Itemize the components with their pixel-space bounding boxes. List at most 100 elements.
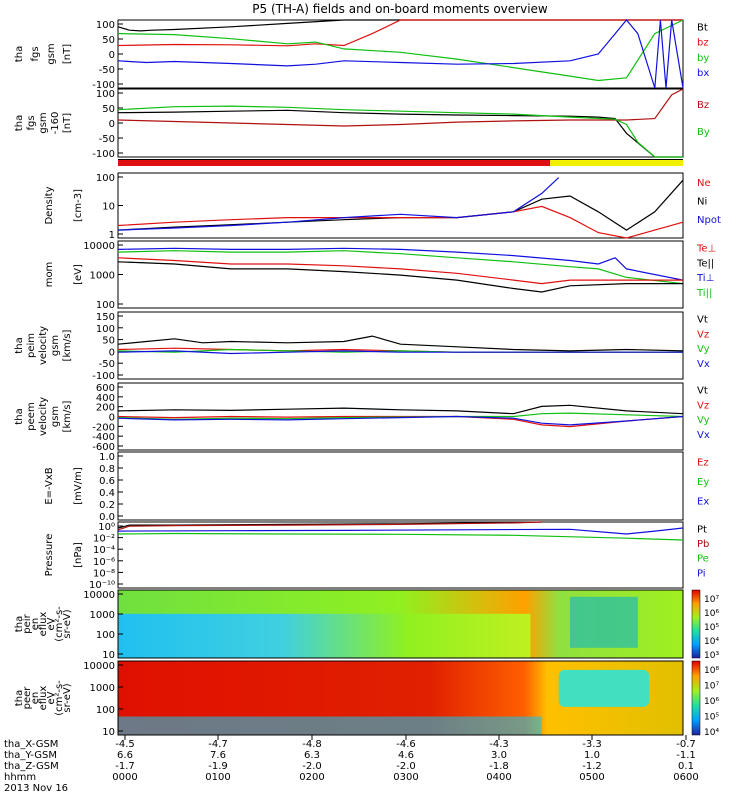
y-axis-label: [nT] (62, 44, 73, 64)
series-vx (117, 350, 683, 355)
y-tick-label: 0 (109, 50, 115, 61)
footer-value: -1.2 (582, 761, 602, 772)
legend-entry: Bz (697, 100, 709, 111)
series-npot (117, 177, 560, 231)
series-vx (117, 415, 684, 426)
series-by (117, 19, 684, 82)
y-tick-label: 10000 (83, 241, 115, 252)
y-axis-label: [nT] (62, 113, 73, 133)
footer-value: 6.6 (117, 750, 133, 761)
y-tick-label: 600 (96, 383, 115, 394)
axes-box (117, 521, 684, 589)
y-tick-label: 50 (102, 35, 115, 46)
y-tick-label: 100 (96, 300, 115, 311)
legend-entry: Ne (697, 178, 711, 189)
legend-entry: bx (697, 68, 709, 79)
series-te (117, 261, 683, 293)
y-axis-label: gsm (46, 43, 57, 64)
y-axis-label: en (30, 618, 41, 631)
footer-value: 1.0 (584, 750, 600, 761)
legend-entry: Te⊥ (696, 243, 716, 254)
footer-date: 2013 Nov 16 (4, 783, 68, 794)
y-axis-label: mom (44, 262, 55, 288)
y-tick-label: 1000 (90, 610, 115, 621)
panel-fgs_rot: 100 50 0 -50 -100 tha fgs gsm -160 [nT] Bz By (14, 88, 710, 160)
mode-bar-line (118, 159, 683, 160)
axes-box (117, 88, 684, 158)
panel-peir: 10⁷ 10⁶ 10⁵ 10⁴ 10³ 10000 1000 100 10 thapeirenef… (14, 589, 719, 661)
y-tick-label: 1000 (90, 271, 115, 282)
colorbar-label: 10⁸ (704, 666, 719, 676)
series-pi (117, 527, 684, 535)
y-tick-label: 10⁻² (93, 534, 115, 545)
axes-box (117, 311, 684, 380)
series-te (117, 257, 683, 285)
legend-entry: Te|| (696, 258, 714, 269)
colorbar-label: 10⁴ (704, 637, 719, 647)
y-tick-label: 1000 (90, 683, 115, 694)
legend-entry: Vy (697, 415, 710, 426)
y-tick-label: 100 (96, 20, 115, 31)
y-axis-label: peem (26, 402, 37, 430)
series-ti (117, 247, 684, 281)
series-vt (117, 335, 684, 352)
y-axis-label: sr-eV) (62, 683, 73, 712)
y-axis-label: fgs (30, 46, 41, 61)
legend-entry: Bt (697, 23, 708, 34)
series-ti (117, 250, 684, 285)
x-tick-label: 0200 (299, 772, 324, 783)
series-pe (117, 532, 684, 541)
y-tick-label: -600 (92, 442, 115, 453)
footer-value: -1.9 (208, 761, 228, 772)
legend-entry: Vt (697, 385, 708, 396)
series-pb (117, 521, 542, 531)
y-tick-label: -50 (99, 359, 115, 370)
y-tick-label: 100 (96, 324, 115, 335)
y-tick-label: -100 (92, 149, 115, 160)
y-tick-label: 100 (96, 89, 115, 100)
colorbar-label: 10⁵ (704, 713, 719, 723)
y-axis-label: gsm (50, 335, 61, 356)
colorbar-label: 10⁶ (704, 609, 719, 619)
heatmap-gap (558, 669, 650, 707)
y-tick-label: 50 (102, 336, 115, 347)
y-tick-label: -100 (92, 371, 115, 382)
y-tick-label: 10⁻⁸ (93, 568, 115, 579)
y-tick-label: 0 (109, 347, 115, 358)
mode-bar-segment (550, 160, 683, 166)
series-by (117, 105, 683, 158)
y-tick-label: 10⁰ (98, 522, 115, 533)
panel-fgs: 100 50 0 -50 -100 tha fgs gsm [nT] Bt bz by bx (14, 19, 709, 91)
y-tick-label: -400 (92, 432, 115, 443)
series-bz (117, 88, 684, 127)
legend-entry: bz (697, 38, 709, 49)
legend-entry: Vz (697, 329, 709, 340)
y-tick-label: -50 (99, 65, 115, 76)
y-tick-label: 10⁻⁶ (93, 557, 115, 568)
footer-value: 4.6 (398, 750, 414, 761)
legend-entry: Ez (697, 458, 709, 469)
footer-value: -1.7 (115, 761, 135, 772)
y-tick-label: 1.0 (99, 452, 115, 463)
y-tick-label: -100 (92, 80, 115, 91)
panel-density: 100 10 1 Density [cm-3] Ne Ni Npot (44, 172, 721, 241)
y-axis-label: [km/s] (62, 329, 73, 361)
footer-value: -3.3 (582, 739, 602, 750)
footer-value: -2.0 (302, 761, 322, 772)
y-tick-label: 150 (96, 312, 115, 323)
footer-row-label: tha_Z-GSM (4, 761, 59, 772)
footer-value: -4.7 (208, 739, 228, 750)
y-tick-label: 0 (109, 119, 115, 130)
y-tick-label: 100 (96, 173, 115, 184)
y-axis-label: tha (14, 46, 25, 62)
y-axis-label: gsm (38, 112, 49, 133)
axes-box (117, 451, 684, 521)
y-axis-label: fgs (26, 115, 37, 130)
y-tick-label: 200 (96, 403, 115, 414)
footer-value: -4.5 (115, 739, 135, 750)
y-tick-label: 10000 (83, 661, 115, 672)
legend-entry: Ti⊥ (696, 273, 714, 284)
